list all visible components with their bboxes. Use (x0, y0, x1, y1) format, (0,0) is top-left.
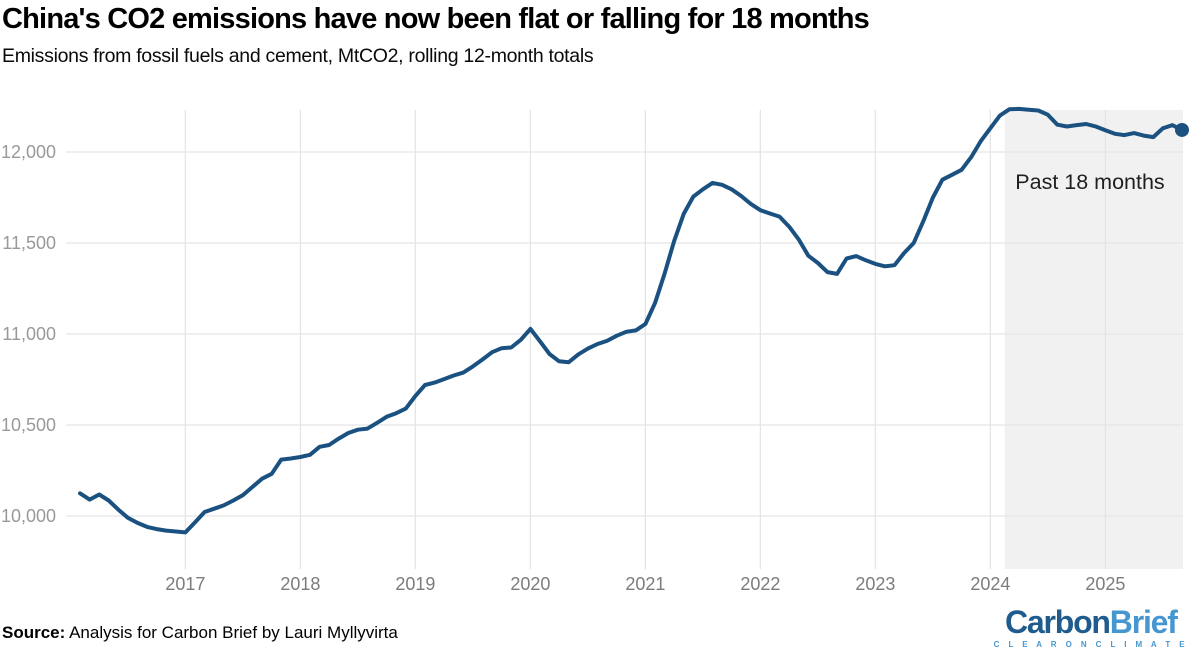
chart-title: China's CO2 emissions have now been flat… (2, 3, 870, 35)
y-tick-label: 10,000 (1, 506, 56, 526)
x-tick-label: 2020 (510, 574, 550, 594)
logo-wordmark: CarbonBrief (994, 606, 1188, 638)
y-tick-label: 12,000 (1, 142, 56, 162)
logo-tagline: C L E A R O N C L I M A T E (993, 640, 1188, 649)
y-tick-label: 10,500 (1, 415, 56, 435)
x-tick-label: 2022 (740, 574, 780, 594)
logo-brief: Brief (1109, 604, 1178, 640)
source-note: Source: Analysis for Carbon Brief by Lau… (2, 623, 398, 643)
x-tick-label: 2021 (625, 574, 665, 594)
annotation-label: Past 18 months (1015, 170, 1164, 194)
y-tick-label: 11,000 (2, 324, 56, 344)
x-tick-label: 2017 (165, 574, 205, 594)
logo-carbon: Carbon (1004, 604, 1111, 640)
x-tick-label: 2019 (395, 574, 435, 594)
carbonbrief-logo: CarbonBrief C L E A R O N C L I M A T E (994, 606, 1188, 649)
source-label: Source: (2, 623, 66, 642)
x-tick-label: 2023 (855, 574, 895, 594)
y-tick-label: 11,500 (2, 233, 56, 253)
past-18-months-shade (1004, 110, 1183, 569)
end-point-dot (1175, 122, 1189, 137)
emissions-line (78, 106, 1184, 535)
x-tick-label: 2025 (1085, 574, 1125, 594)
chart-subtitle: Emissions from fossil fuels and cement, … (2, 45, 594, 67)
x-tick-label: 2018 (280, 574, 320, 594)
source-text: Analysis for Carbon Brief by Lauri Mylly… (65, 623, 398, 642)
x-tick-label: 2024 (970, 574, 1010, 594)
